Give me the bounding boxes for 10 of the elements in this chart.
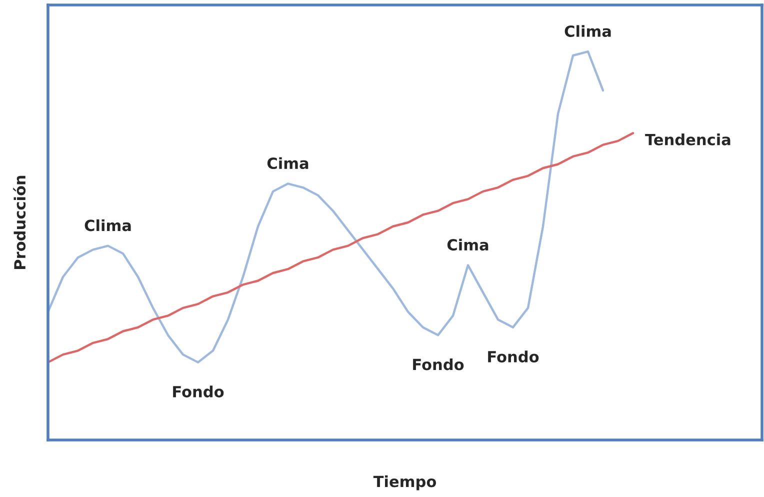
annotation: Cima	[267, 157, 308, 170]
y-axis-title: Producción	[13, 176, 26, 269]
annotation: Fondo	[413, 358, 464, 370]
annotation: Clima	[84, 219, 131, 232]
annotation: Fondo	[488, 350, 539, 362]
text: Clima	[564, 25, 611, 37]
annotation: Fondo	[173, 386, 224, 398]
series-label: Tendencia	[645, 134, 730, 146]
x-axis-title: Tiempo	[373, 475, 436, 490]
annotation: Cima	[447, 238, 488, 251]
